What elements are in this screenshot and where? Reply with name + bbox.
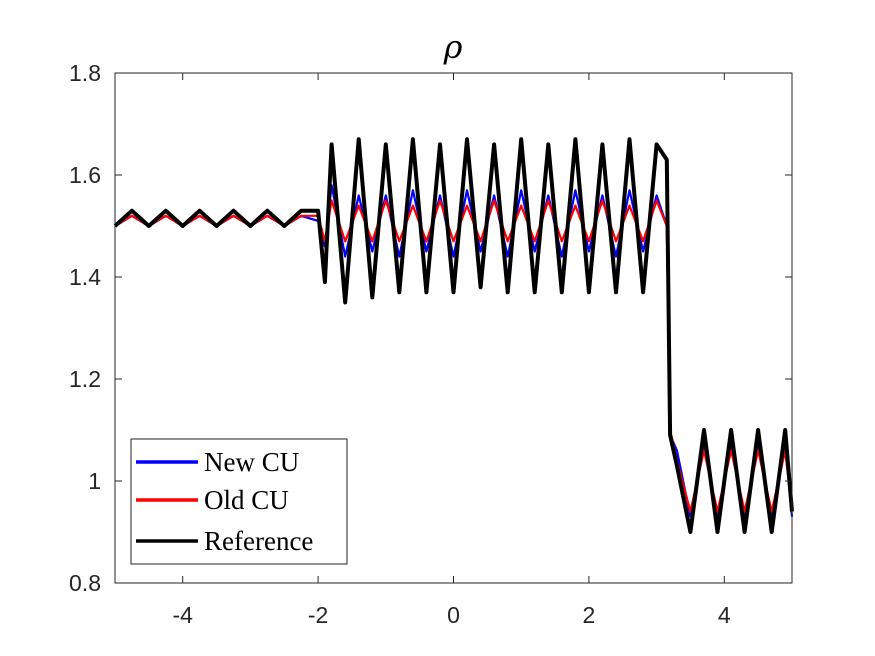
series-line-2	[113, 137, 794, 534]
legend-label: Old CU	[204, 485, 289, 515]
x-tick-label: -2	[308, 602, 328, 628]
legend: New CU Old CU Reference	[130, 438, 348, 565]
y-tick-label: 1.6	[69, 162, 101, 188]
legend-entries: New CU Old CU Reference	[136, 447, 313, 556]
y-tick-label: 1.2	[69, 366, 101, 392]
x-tick-label: -4	[172, 602, 193, 628]
series-layer	[113, 137, 794, 534]
y-tick-label: 1	[88, 468, 101, 494]
y-tick-label: 1.8	[69, 60, 101, 86]
y-tick-label: 0.8	[69, 570, 101, 596]
y-tick-label: 1.4	[69, 264, 101, 290]
x-tick-label: 4	[718, 602, 731, 628]
tick-layer: -4 -2 0 2 4 0.8 1 1.2 1.4 1.6 1.8	[69, 60, 792, 628]
legend-label: New CU	[204, 447, 299, 477]
chart-title: ρ	[443, 28, 463, 66]
x-tick-label: 0	[447, 602, 460, 628]
legend-label: Reference	[204, 526, 313, 556]
x-tick-label: 2	[583, 602, 596, 628]
